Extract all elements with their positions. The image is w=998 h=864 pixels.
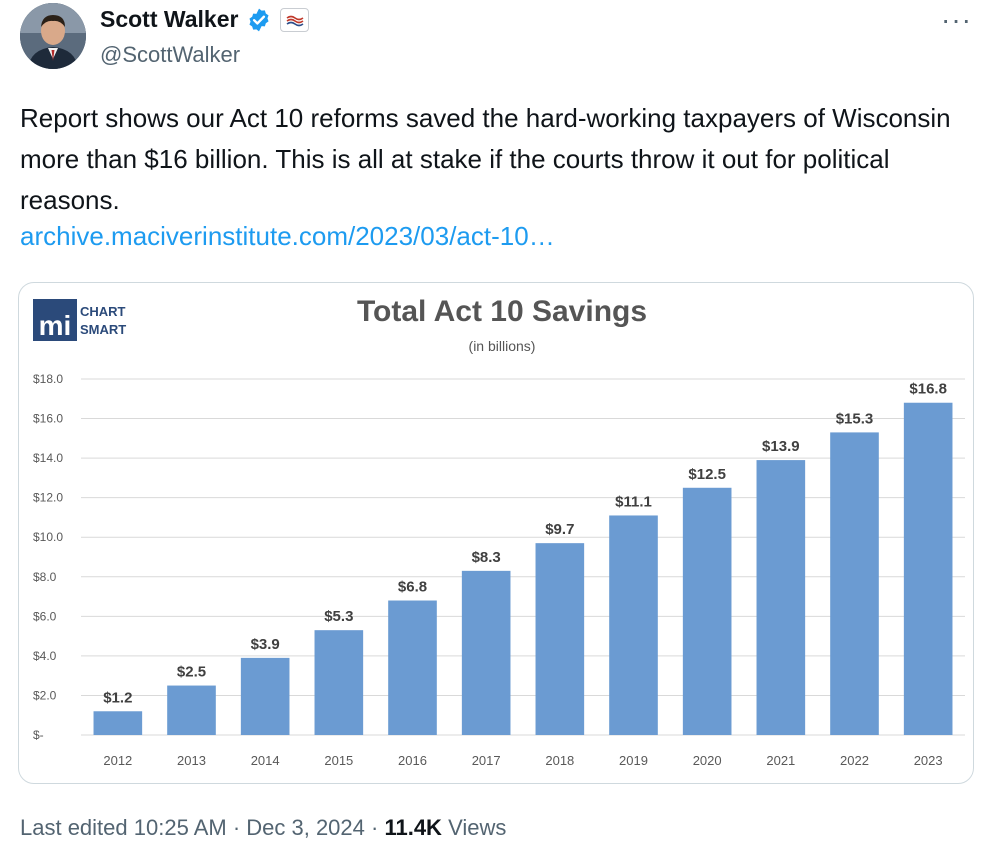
bar-data-label: $6.8	[398, 579, 427, 596]
logo-line2: SMART	[80, 322, 126, 337]
bar-data-label: $3.9	[251, 636, 280, 653]
x-tick-label: 2021	[766, 753, 795, 768]
tweet-text: Report shows our Act 10 reforms saved th…	[20, 103, 951, 215]
x-tick-label: 2013	[177, 753, 206, 768]
bar-data-label: $11.1	[615, 493, 652, 510]
y-tick-label: $6.0	[33, 609, 57, 623]
author-handle[interactable]: @ScottWalker	[100, 42, 241, 67]
x-tick-label: 2020	[693, 753, 722, 768]
tweet-link[interactable]: archive.maciverinstitute.com/2023/03/act…	[20, 221, 555, 251]
y-tick-label: $14.0	[33, 451, 63, 465]
bar	[93, 711, 143, 735]
verified-badge-icon[interactable]	[246, 7, 272, 33]
bar-data-label: $15.3	[836, 410, 874, 427]
bar-chart: mi CHART SMART Total Act 10 Savings (in …	[33, 295, 965, 768]
bar-data-label: $8.3	[472, 549, 501, 566]
y-tick-label: $16.0	[33, 412, 63, 426]
chart-title: Total Act 10 Savings	[357, 295, 647, 328]
bar-data-label: $5.3	[324, 608, 353, 625]
x-tick-label: 2016	[398, 753, 427, 768]
author-display-name[interactable]: Scott Walker	[100, 6, 239, 32]
y-tick-label: $2.0	[33, 688, 57, 702]
bar	[461, 570, 511, 735]
y-tick-label: $4.0	[33, 649, 57, 663]
bar	[240, 657, 290, 735]
x-tick-label: 2015	[324, 753, 353, 768]
avatar-image	[20, 3, 86, 69]
edited-timestamp[interactable]: Last edited 10:25 AM · Dec 3, 2024 ·	[20, 815, 385, 840]
bar-data-label: $12.5	[688, 466, 726, 483]
bar	[609, 515, 658, 735]
bar	[682, 487, 732, 735]
y-tick-label: $-	[33, 728, 44, 742]
bar	[167, 685, 216, 735]
bar-data-label: $13.9	[762, 438, 800, 455]
y-tick-label: $10.0	[33, 530, 63, 544]
bar	[314, 630, 364, 735]
bar	[535, 543, 585, 735]
y-tick-label: $12.0	[33, 491, 63, 505]
chart-smart-logo: mi CHART SMART	[33, 299, 126, 341]
x-tick-label: 2014	[251, 753, 280, 768]
bar-data-label: $2.5	[177, 664, 206, 681]
logo-mark-box	[33, 299, 77, 341]
bar	[830, 432, 879, 735]
bar-data-label: $16.8	[909, 381, 947, 398]
bar-data-label: $1.2	[103, 689, 132, 706]
y-tick-label: $18.0	[33, 372, 63, 386]
more-options-icon[interactable]: ···	[941, 4, 972, 35]
x-tick-label: 2017	[472, 753, 501, 768]
x-tick-label: 2023	[914, 753, 943, 768]
avatar[interactable]	[20, 3, 86, 69]
bar-data-label: $9.7	[545, 521, 574, 538]
chart-image[interactable]: mi CHART SMART Total Act 10 Savings (in …	[18, 282, 974, 784]
bar	[903, 402, 953, 735]
logo-mark: mi	[39, 310, 72, 341]
flag-icon[interactable]	[280, 7, 310, 32]
y-tick-label: $8.0	[33, 570, 57, 584]
x-tick-label: 2019	[619, 753, 648, 768]
x-tick-label: 2018	[545, 753, 574, 768]
x-tick-label: 2012	[103, 753, 132, 768]
bar	[388, 600, 437, 735]
bar	[756, 460, 806, 735]
views-count: 11.4K	[384, 815, 442, 840]
views-label: Views	[441, 815, 507, 840]
logo-line1: CHART	[80, 304, 126, 319]
tweet-footer: Last edited 10:25 AM · Dec 3, 2024 · 11.…	[20, 815, 506, 841]
chart-subtitle: (in billions)	[469, 338, 536, 354]
x-tick-label: 2022	[840, 753, 869, 768]
